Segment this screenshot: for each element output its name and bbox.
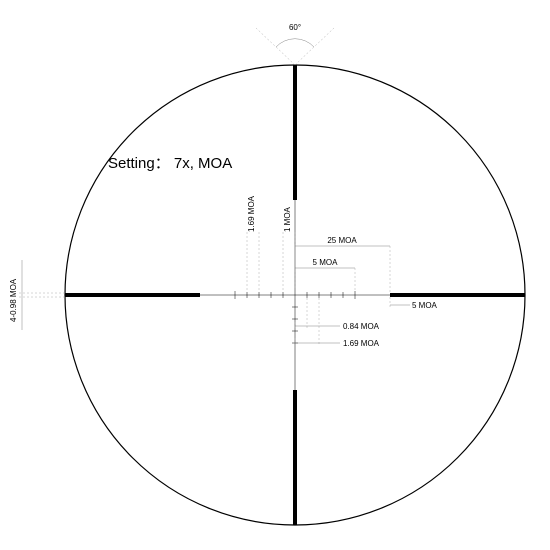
svg-text:5 MOA: 5 MOA <box>313 258 339 267</box>
reticle-diagram: 60° 25 MOA 5 MOA <box>0 0 550 550</box>
dim-1moa: 1 MOA <box>283 206 295 290</box>
svg-text:25 MOA: 25 MOA <box>327 236 357 245</box>
dim-25moa: 25 MOA <box>295 236 390 293</box>
svg-text:4-0.98 MOA: 4-0.98 MOA <box>9 278 18 322</box>
dim-169moa-v: 1.69 MOA <box>247 195 259 290</box>
svg-text:1.69 MOA: 1.69 MOA <box>343 339 380 348</box>
angle-label: 60° <box>289 23 301 32</box>
dim-5moa-inner: 5 MOA <box>295 258 355 290</box>
dim-outer-left: 4-0.98 MOA <box>9 260 65 330</box>
svg-text:0.84 MOA: 0.84 MOA <box>343 322 380 331</box>
setting-label: Setting： 7x, MOA <box>108 152 232 173</box>
dim-5moa-right: 5 MOA <box>390 297 438 310</box>
svg-text:5 MOA: 5 MOA <box>412 301 438 310</box>
svg-text:1.69 MOA: 1.69 MOA <box>247 195 256 232</box>
svg-text:1 MOA: 1 MOA <box>283 206 292 232</box>
dim-084moa: 0.84 MOA <box>295 298 380 331</box>
top-angle: 60° <box>256 23 334 65</box>
